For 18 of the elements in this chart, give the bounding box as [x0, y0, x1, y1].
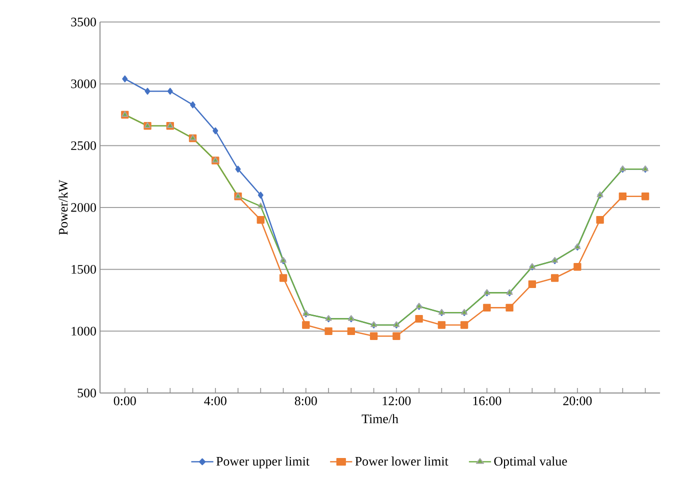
y-tick-label: 1000 [72, 326, 96, 336]
x-tick-label: 4:00 [204, 396, 226, 406]
y-tick-label: 2500 [71, 141, 96, 150]
legend-label: Power upper limit [216, 456, 310, 468]
x-tick-label: 20:00 [563, 396, 592, 406]
x-axis-title: Time/h [362, 414, 398, 424]
legend-label: Optimal value [494, 456, 567, 468]
y-axis-title: Power/kW [58, 180, 68, 235]
x-tick-label: 8:00 [294, 396, 317, 406]
x-tick-label: 0:00 [114, 396, 136, 406]
y-tick-label: 2000 [71, 203, 96, 212]
y-tick-label: 1500 [72, 264, 96, 274]
x-tick-label: 16:00 [473, 396, 502, 406]
legend-label: Power lower limit [355, 456, 448, 466]
x-tick-label: 12:00 [382, 396, 411, 406]
y-tick-label: 3500 [71, 18, 96, 26]
y-tick-label: 500 [78, 388, 96, 398]
y-tick-label: 3000 [71, 79, 96, 88]
